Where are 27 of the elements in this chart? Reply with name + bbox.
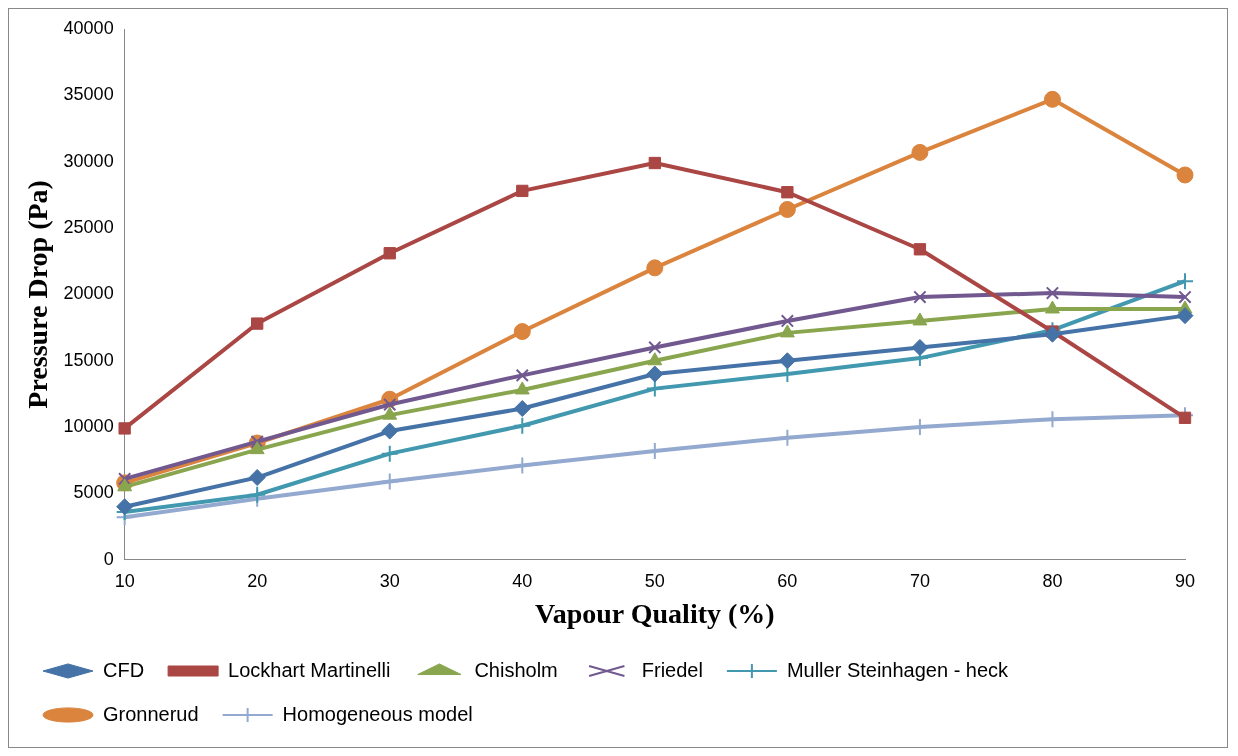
x-tick-label: 30 xyxy=(379,570,400,591)
x-tick-label: 50 xyxy=(644,570,665,591)
y-tick-label: 0 xyxy=(103,548,114,569)
legend-label: Lockhart Martinelli xyxy=(228,658,391,681)
legend-label: Chisholm xyxy=(474,658,558,681)
x-tick-label: 20 xyxy=(247,570,268,591)
x-tick-label: 40 xyxy=(512,570,533,591)
legend-label: Friedel xyxy=(641,658,703,681)
y-tick-label: 25000 xyxy=(63,217,114,238)
x-tick-label: 90 xyxy=(1174,570,1196,591)
legend-label: CFD xyxy=(103,658,145,681)
legend-label: Gronnerud xyxy=(103,702,199,725)
legend-label: Homogeneous model xyxy=(282,702,473,725)
y-tick-label: 15000 xyxy=(63,349,114,370)
x-tick-label: 60 xyxy=(777,570,798,591)
legend-label: Muller Steinhagen - heck xyxy=(786,658,1010,681)
y-tick-label: 5000 xyxy=(73,482,114,503)
x-tick-label: 10 xyxy=(114,570,135,591)
y-tick-label: 10000 xyxy=(63,416,114,437)
x-tick-label: 80 xyxy=(1042,570,1063,591)
y-tick-label: 35000 xyxy=(63,84,114,105)
x-axis-title: Vapour Quality (%) xyxy=(535,598,775,630)
y-tick-label: 40000 xyxy=(63,17,114,38)
y-tick-label: 30000 xyxy=(63,150,114,171)
x-tick-label: 70 xyxy=(909,570,930,591)
y-tick-label: 20000 xyxy=(63,283,114,304)
y-axis-title: Pressure Drop (Pa) xyxy=(22,180,54,409)
